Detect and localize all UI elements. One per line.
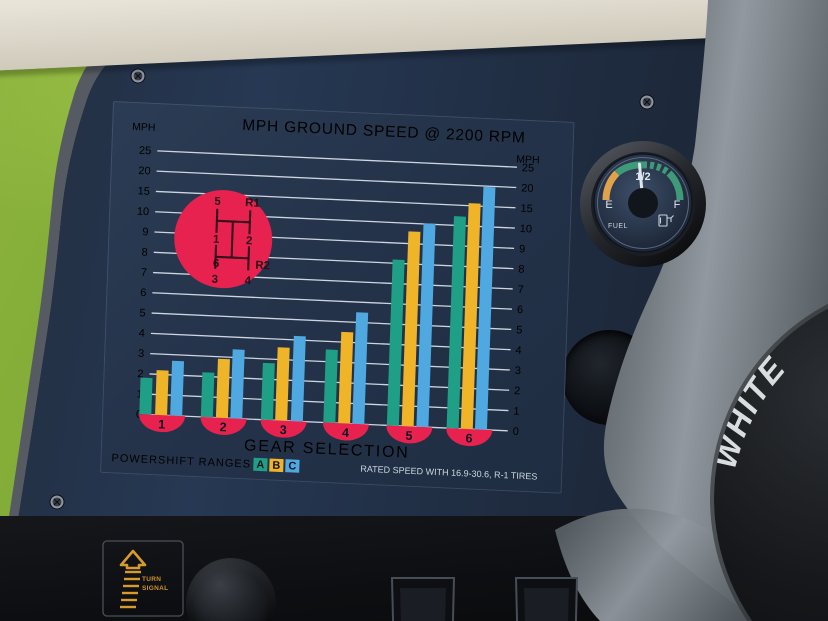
svg-text:SIGNAL: SIGNAL [142, 585, 168, 592]
svg-text:TURN: TURN [142, 576, 161, 583]
svg-text:WHITE: WHITE [714, 349, 793, 472]
